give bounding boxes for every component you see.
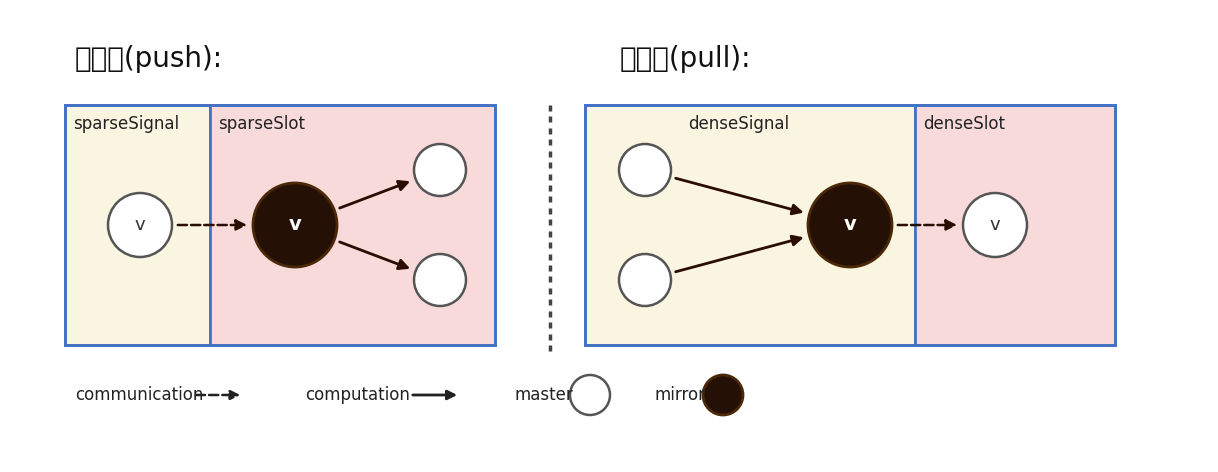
Bar <box>65 105 209 345</box>
Text: sparseSignal: sparseSignal <box>73 115 179 133</box>
Bar <box>585 105 915 345</box>
Text: computation: computation <box>304 386 410 404</box>
Circle shape <box>703 375 743 415</box>
Bar <box>209 105 495 345</box>
Bar <box>915 105 1114 345</box>
Text: communication: communication <box>76 386 203 404</box>
Text: v: v <box>135 216 145 234</box>
Text: sparseSlot: sparseSlot <box>218 115 304 133</box>
Text: 稀疏图(push):: 稀疏图(push): <box>76 45 223 73</box>
Text: denseSlot: denseSlot <box>923 115 1005 133</box>
Circle shape <box>253 183 337 267</box>
Circle shape <box>414 144 466 196</box>
Circle shape <box>414 254 466 306</box>
Text: 稠密图(pull):: 稠密图(pull): <box>620 45 752 73</box>
Bar <box>585 105 1114 345</box>
Circle shape <box>963 193 1027 257</box>
Text: v: v <box>844 216 856 235</box>
Text: denseSignal: denseSignal <box>688 115 789 133</box>
Circle shape <box>808 183 892 267</box>
Text: v: v <box>990 216 1000 234</box>
Bar <box>65 105 495 345</box>
Circle shape <box>619 144 671 196</box>
Circle shape <box>108 193 172 257</box>
Text: mirror: mirror <box>655 386 706 404</box>
Text: master: master <box>515 386 574 404</box>
Circle shape <box>619 254 671 306</box>
Circle shape <box>570 375 610 415</box>
Text: v: v <box>289 216 301 235</box>
